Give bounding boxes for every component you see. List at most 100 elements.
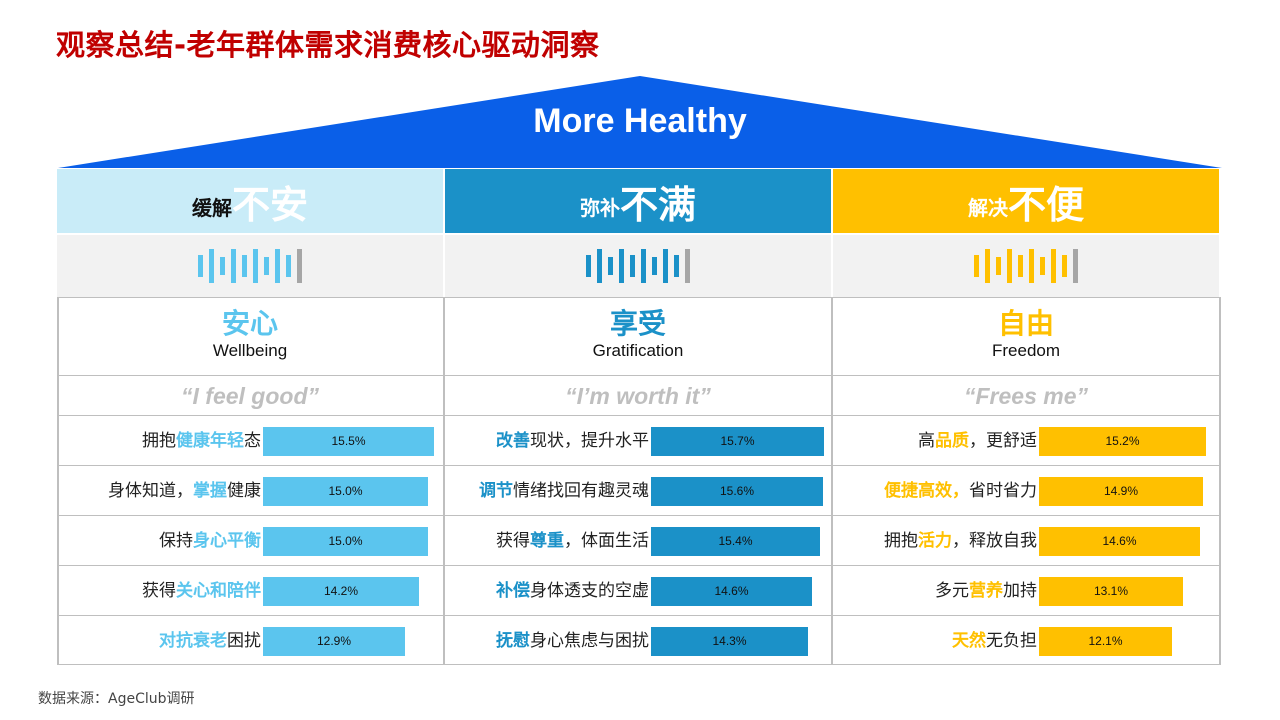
soundwave-bar bbox=[275, 249, 280, 283]
soundwave-bar bbox=[242, 255, 247, 277]
driver-text-part: 身心焦虑与困扰 bbox=[530, 631, 649, 651]
driver-text: 对抗衰老困扰 bbox=[159, 617, 261, 665]
driver-text: 获得尊重，体面生活 bbox=[496, 517, 649, 565]
driver-row: 补偿身体透支的空虚 14.6% bbox=[445, 567, 831, 615]
source-note: 数据来源：AgeClub调研 bbox=[38, 691, 195, 707]
driver-text: 多元营养加持 bbox=[935, 567, 1037, 615]
driver-row: 抚慰身心焦虑与困扰 14.3% bbox=[445, 617, 831, 665]
driver-text-highlight: 天然 bbox=[952, 631, 986, 651]
driver-text: 拥抱健康年轻态 bbox=[142, 417, 261, 465]
soundwave-bar bbox=[1051, 249, 1056, 283]
roof-label: More Healthy bbox=[533, 102, 747, 140]
grid-line bbox=[57, 465, 1221, 466]
data-label: 15.7% bbox=[720, 434, 755, 448]
driver-text-highlight: 健康年轻 bbox=[176, 431, 244, 451]
driver-text-part: 拥抱 bbox=[142, 431, 176, 451]
soundwave-bar bbox=[1073, 249, 1078, 283]
soundwave-bar bbox=[264, 257, 269, 275]
data-bar bbox=[651, 427, 824, 456]
header-big-text: 不便 bbox=[1007, 182, 1084, 227]
data-label: 15.6% bbox=[719, 484, 755, 498]
theme-label-en: Gratification bbox=[592, 341, 684, 360]
driver-text-highlight: 关心和陪伴 bbox=[176, 581, 261, 601]
soundwave-bar bbox=[619, 249, 624, 283]
driver-text-highlight: 活力 bbox=[918, 531, 952, 551]
driver-text-highlight: 调节 bbox=[479, 481, 513, 501]
driver-text-part: ，释放自我 bbox=[952, 531, 1037, 551]
data-label: 12.1% bbox=[1088, 634, 1123, 648]
data-label: 14.9% bbox=[1103, 484, 1139, 498]
insight-grid: 缓解 不安安心 Wellbeing “I feel good” 拥抱健康年轻态 15.5%… bbox=[57, 169, 1221, 665]
soundwave-bar bbox=[1007, 249, 1012, 283]
data-bar bbox=[651, 627, 808, 656]
data-bar bbox=[1039, 577, 1183, 606]
driver-text: 抚慰身心焦虑与困扰 bbox=[496, 617, 649, 665]
driver-text-highlight: 补偿 bbox=[496, 581, 530, 601]
data-bar bbox=[263, 427, 434, 456]
data-label: 14.3% bbox=[712, 634, 747, 648]
data-label: 15.0% bbox=[328, 534, 363, 548]
theme-label-zh: 享受 bbox=[609, 307, 666, 340]
soundwave-bar bbox=[608, 257, 613, 275]
driver-row: 便捷高效，省时省力 14.9% bbox=[833, 467, 1219, 515]
soundwave-bar bbox=[286, 255, 291, 277]
header-divider bbox=[443, 169, 445, 297]
soundwave-bar bbox=[1018, 255, 1023, 277]
driver-row: 高品质，更舒适 15.2% bbox=[833, 417, 1219, 465]
soundwave-bar bbox=[597, 249, 602, 283]
soundwave-bar bbox=[685, 249, 690, 283]
driver-text-part: ，更舒适 bbox=[969, 431, 1037, 451]
driver-text-part: 无负担 bbox=[986, 631, 1037, 651]
data-bar bbox=[263, 477, 428, 506]
driver-text-highlight: 品质 bbox=[935, 431, 969, 451]
data-label: 15.2% bbox=[1105, 434, 1140, 448]
column-header: 弥补 不满 bbox=[445, 169, 831, 233]
soundwave-icon bbox=[445, 235, 831, 297]
driver-text: 改善现状，提升水平 bbox=[496, 417, 649, 465]
theme-label-en: Wellbeing bbox=[212, 341, 288, 360]
driver-text-part: 获得 bbox=[142, 581, 176, 601]
driver-text-highlight: 便捷高效， bbox=[884, 481, 969, 501]
grid-line bbox=[57, 297, 59, 665]
insight-column: 弥补 不满 享受 Gratification “I’m worth it” 改善现状，提升… bbox=[445, 169, 833, 665]
soundwave-bar bbox=[209, 249, 214, 283]
driver-text-highlight: 抚慰 bbox=[496, 631, 530, 651]
data-label: 15.5% bbox=[331, 434, 366, 448]
driver-text: 获得关心和陪伴 bbox=[142, 567, 261, 615]
theme-quote: “I feel good” bbox=[181, 383, 319, 409]
data-label: 13.1% bbox=[1093, 584, 1129, 598]
roof-banner bbox=[58, 76, 1222, 168]
driver-text-part: 困扰 bbox=[227, 631, 261, 651]
soundwave-bar bbox=[641, 249, 646, 283]
soundwave-bar bbox=[231, 249, 236, 283]
soundwave-bar bbox=[1029, 249, 1034, 283]
driver-row: 获得尊重，体面生活 15.4% bbox=[445, 517, 831, 565]
driver-text-highlight: 改善 bbox=[496, 431, 530, 451]
driver-text-part: 身体知道， bbox=[108, 481, 193, 501]
data-bar bbox=[651, 477, 823, 506]
driver-text-part: 多元 bbox=[935, 581, 969, 601]
data-bar bbox=[1039, 527, 1200, 556]
driver-row: 拥抱健康年轻态 15.5% bbox=[57, 417, 443, 465]
driver-text-part: 加持 bbox=[1003, 581, 1037, 601]
driver-text-highlight: 尊重 bbox=[530, 531, 564, 551]
header-small-text: 缓解 bbox=[191, 195, 232, 220]
theme-label: 享受 Gratification bbox=[445, 299, 831, 375]
soundwave-bar bbox=[985, 249, 990, 283]
column-header: 缓解 不安 bbox=[57, 169, 443, 233]
driver-text: 保持身心平衡 bbox=[159, 517, 261, 565]
column-header: 解决 不便 bbox=[833, 169, 1219, 233]
theme-label: 安心 Wellbeing bbox=[57, 299, 443, 375]
driver-row: 天然无负担 12.1% bbox=[833, 617, 1219, 665]
data-bar bbox=[263, 627, 405, 656]
driver-text-part: 高 bbox=[918, 431, 935, 451]
header-big-text: 不安 bbox=[231, 182, 308, 227]
soundwave-icon bbox=[57, 235, 443, 297]
driver-text-highlight: 掌握 bbox=[193, 481, 227, 501]
page-title: 观察总结-老年群体需求消费核心驱动洞察 bbox=[56, 28, 600, 62]
theme-label-en: Freedom bbox=[991, 341, 1061, 360]
driver-row: 改善现状，提升水平 15.7% bbox=[445, 417, 831, 465]
grid-line bbox=[443, 297, 445, 665]
data-label: 14.6% bbox=[1102, 534, 1137, 548]
driver-text: 拥抱活力，释放自我 bbox=[884, 517, 1037, 565]
